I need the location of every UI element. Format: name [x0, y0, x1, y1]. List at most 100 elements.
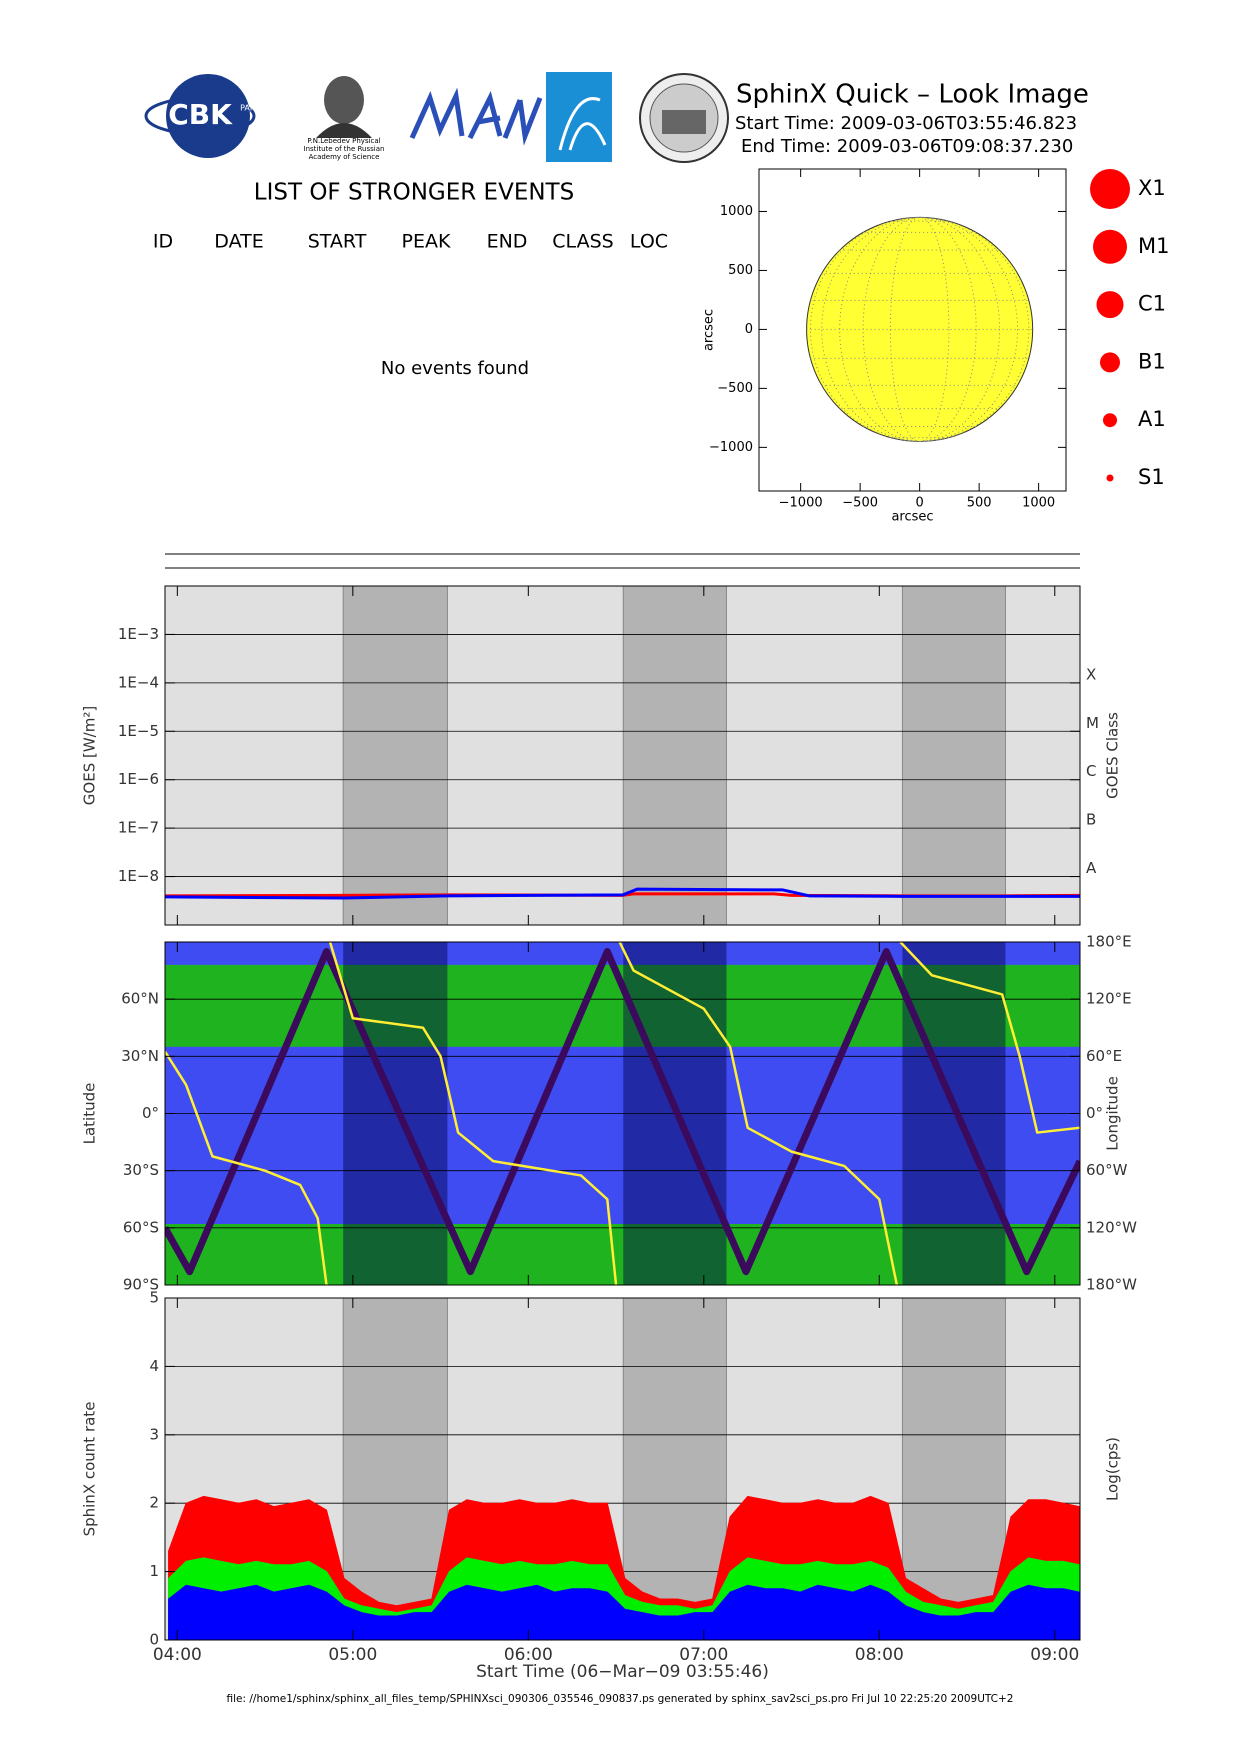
sun-meridian [809, 216, 1030, 442]
y-tick-label: 0 [745, 322, 753, 337]
legend-label: X1 [1138, 176, 1166, 200]
plot-area [165, 942, 1080, 1285]
y-tick-label: 1000 [720, 204, 753, 219]
legend-label: A1 [1138, 407, 1166, 431]
x-tick-label: 08:00 [855, 1645, 904, 1665]
y-axis-label: SphinX count rate [81, 1402, 99, 1537]
y2-tick-label: 60°E [1086, 1047, 1122, 1065]
events-column: START [308, 231, 367, 253]
series-line [165, 948, 1080, 1276]
x-tick-label: −500 [842, 496, 878, 511]
y-tick-label: 5 [149, 1289, 159, 1307]
y-tick-label: 60°S [123, 1218, 159, 1236]
start-time: Start Time: 2009-03-06T03:55:46.823 [735, 113, 1077, 134]
y2-tick-label: X [1086, 665, 1096, 683]
legend-label: B1 [1138, 349, 1166, 373]
plot-frame [164, 585, 1081, 926]
logo-mian [409, 87, 543, 146]
x-tick-label: 500 [967, 496, 992, 511]
x-tick-label: −1000 [779, 496, 823, 511]
legend-marker [1096, 291, 1124, 319]
y-tick-label: −500 [717, 381, 753, 396]
x-tick-label: 09:00 [1030, 1645, 1079, 1665]
y-tick-label: 1 [149, 1562, 159, 1580]
series-line [165, 942, 1080, 1285]
plot-area [165, 1298, 1080, 1640]
x-tick-label: 05:00 [328, 1645, 377, 1665]
logo-caption: Institute of the Russian [304, 145, 385, 153]
events-column: CLASS [552, 231, 613, 253]
logo-subtext: PAN [240, 104, 256, 113]
y2-tick-label: 180°E [1086, 933, 1132, 951]
events-title: LIST OF STRONGER EVENTS [254, 180, 574, 206]
y-tick-label: 1E−6 [118, 770, 159, 788]
y-tick-label: −1000 [709, 440, 753, 455]
logo-text: CBK [168, 98, 233, 131]
eclipse-band [901, 1298, 1006, 1640]
events-column: LOC [630, 231, 668, 253]
x-axis-label: arcsec [891, 510, 933, 525]
y-tick-label: 2 [149, 1494, 159, 1512]
y-axis-label: GOES [W/m²] [81, 706, 99, 805]
belt-region [165, 1224, 1080, 1285]
y-tick-label: 4 [149, 1357, 159, 1375]
y-tick-label: 500 [728, 263, 753, 278]
x-tick-label: 04:00 [153, 1645, 202, 1665]
series-line [165, 887, 1080, 900]
eclipse-band [342, 586, 448, 925]
x-tick-label: 06:00 [504, 1645, 553, 1665]
series-area [168, 1584, 1080, 1640]
legend-marker [1103, 413, 1117, 428]
y2-axis-label: Longitude [1104, 1076, 1122, 1151]
y2-axis-label: GOES Class [1104, 712, 1122, 799]
logo-iki [546, 72, 612, 162]
legend-label: C1 [1138, 292, 1166, 316]
x-axis-label: Start Time (06−Mar−09 03:55:46) [476, 1662, 769, 1682]
plot-frame [164, 1297, 1081, 1641]
y-tick-label: 3 [149, 1425, 159, 1443]
logo-lebedev: P.N.Lebedev Physical Institute of the Ru… [304, 76, 385, 161]
events-column: PEAK [402, 231, 451, 253]
legend-marker [1090, 169, 1130, 209]
logo-caption: Academy of Science [309, 153, 380, 161]
plot-area [165, 586, 1080, 925]
y-tick-label: 30°N [121, 1047, 159, 1065]
logo-university [639, 73, 729, 163]
legend-marker [1106, 474, 1114, 482]
eclipse-band [342, 1298, 448, 1640]
events-message: No events found [381, 358, 529, 379]
y2-tick-label: 120°E [1086, 990, 1132, 1008]
y2-tick-label: B [1086, 811, 1096, 829]
logo-cbk: CBK PAN [144, 74, 256, 158]
y2-axis-label: Log(cps) [1104, 1437, 1122, 1501]
x-tick-label: 0 [915, 496, 923, 511]
y2-tick-label: 60°W [1086, 1161, 1128, 1179]
y-tick-label: 0° [142, 1104, 159, 1122]
y2-tick-label: A [1086, 859, 1097, 877]
plot-frame [758, 168, 1067, 492]
y-tick-label: 60°N [121, 990, 159, 1008]
y-axis-label: Latitude [81, 1083, 99, 1145]
y-tick-label: 30°S [123, 1161, 159, 1179]
legend-marker [1100, 352, 1120, 373]
y2-tick-label: C [1086, 762, 1096, 780]
y-tick-label: 1E−7 [118, 819, 159, 837]
legend-label: S1 [1138, 465, 1165, 489]
events-column: ID [153, 231, 173, 253]
y-tick-label: 0 [149, 1631, 159, 1649]
logo-caption: P.N.Lebedev Physical [307, 137, 380, 145]
y2-tick-label: M [1086, 714, 1099, 732]
y2-tick-label: 120°W [1086, 1218, 1137, 1236]
events-column: DATE [214, 231, 263, 253]
sun-meridian [889, 216, 950, 442]
eclipse-band [901, 586, 1006, 925]
footer: file: //home1/sphinx/sphinx_all_files_te… [227, 1693, 1014, 1705]
end-time: End Time: 2009-03-06T09:08:37.230 [741, 136, 1073, 157]
y-tick-label: 1E−5 [118, 722, 159, 740]
y-tick-label: 90°S [123, 1276, 159, 1294]
y-axis-label: arcsec [702, 309, 717, 351]
eclipse-band [622, 586, 727, 925]
y-tick-label: 1E−4 [118, 673, 159, 691]
y-tick-label: 1E−3 [118, 625, 159, 643]
events-column: END [487, 231, 528, 253]
